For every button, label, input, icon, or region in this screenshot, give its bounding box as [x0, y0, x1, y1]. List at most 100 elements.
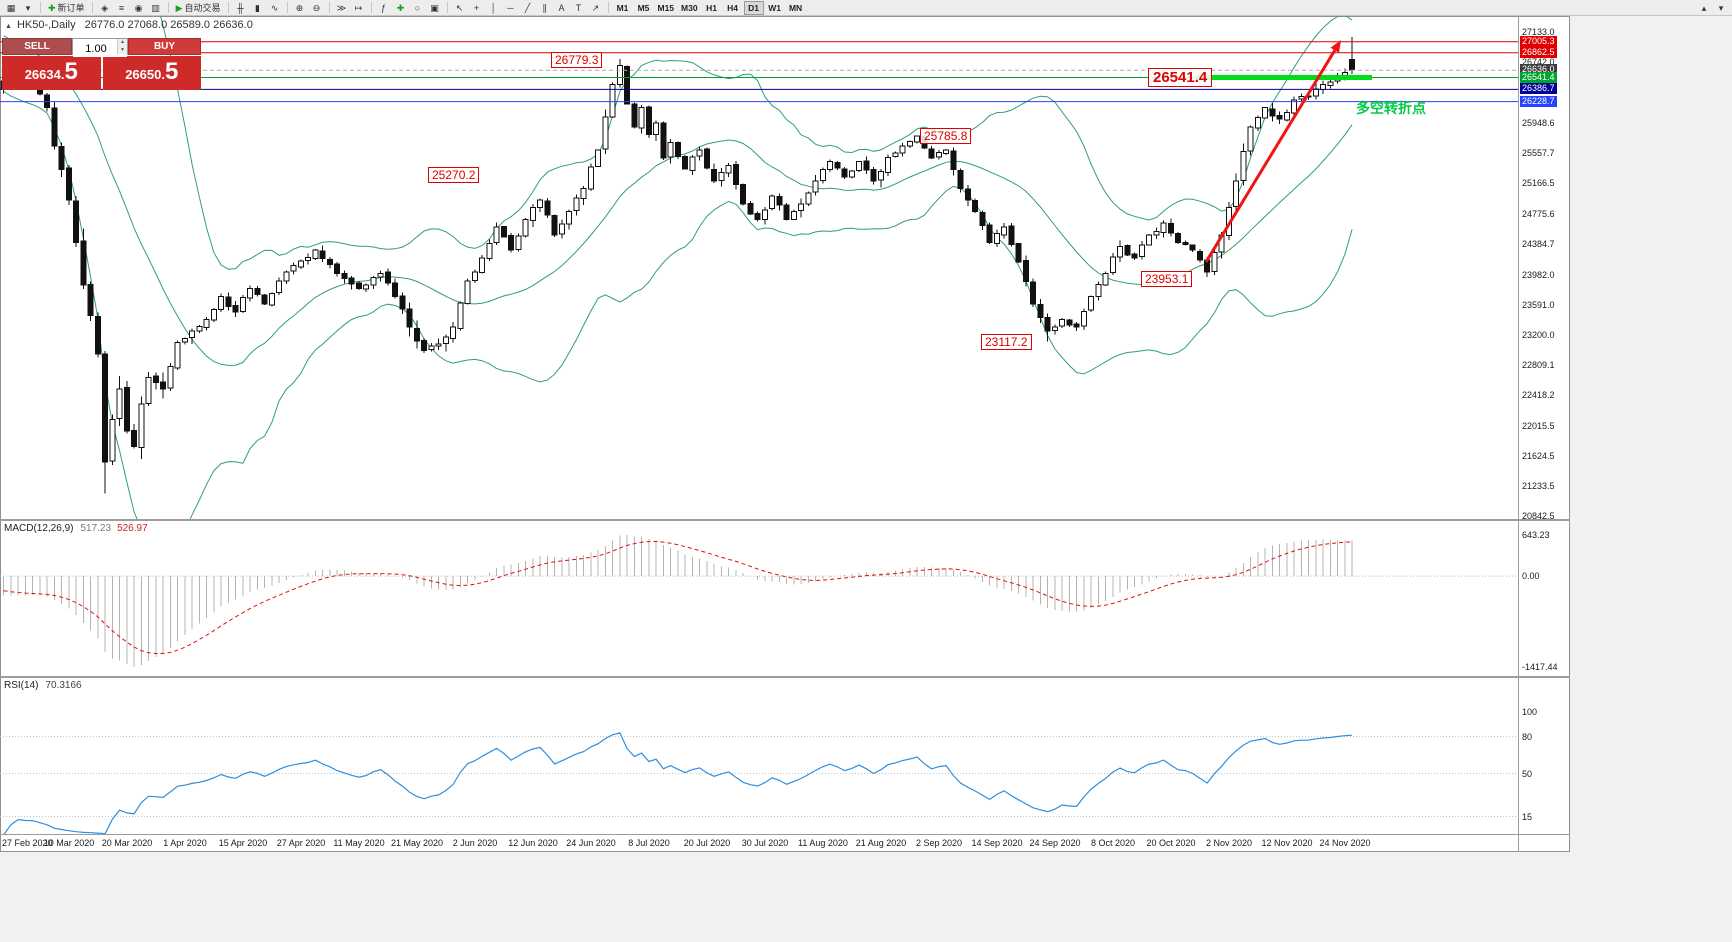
- macd-panel-canvas: [0, 534, 1518, 667]
- autotrade-button[interactable]: ▶ 自动交易: [173, 1, 224, 15]
- candle: [877, 169, 884, 188]
- new-chart-button[interactable]: ▦: [3, 1, 19, 15]
- candle: [827, 159, 834, 173]
- vertical-line-button[interactable]: │: [486, 1, 502, 15]
- sell-price-main: 26634.: [24, 67, 65, 82]
- price-annotation-label[interactable]: 26779.3: [551, 52, 603, 68]
- trend-arrow-line[interactable]: [1204, 49, 1337, 263]
- price-annotation-label[interactable]: 23953.1: [1141, 271, 1193, 287]
- add-indicator-button[interactable]: ✚: [393, 1, 409, 15]
- candle: [645, 105, 652, 139]
- candle: [1073, 322, 1080, 331]
- timeframe-m15-button[interactable]: M15: [655, 1, 678, 15]
- collapse-trade-panel-icon[interactable]: ▲: [5, 23, 12, 30]
- indicators-button[interactable]: ƒ: [376, 1, 392, 15]
- price-annotation-label[interactable]: 25785.8: [920, 128, 972, 144]
- cursor-button[interactable]: ↖: [452, 1, 468, 15]
- volume-decrease-button[interactable]: ▼: [118, 46, 127, 54]
- candle: [1008, 222, 1015, 247]
- candle: [1088, 295, 1095, 312]
- text-button[interactable]: A: [554, 1, 570, 15]
- candle: [1276, 111, 1283, 124]
- candle: [1080, 308, 1087, 330]
- buy-price-button[interactable]: 26650. 5: [102, 56, 201, 90]
- strategy-tester-button[interactable]: ▥: [148, 1, 164, 15]
- candle: [1247, 125, 1254, 156]
- text-label-button[interactable]: T: [571, 1, 587, 15]
- line-chart-icon: ∿: [270, 2, 279, 13]
- timeframe-w1-button[interactable]: W1: [765, 1, 785, 15]
- volume-increase-button[interactable]: ▲: [118, 39, 127, 47]
- price-axis-label: 24384.7: [1522, 239, 1555, 249]
- candle: [812, 174, 819, 196]
- candle: [1030, 278, 1037, 307]
- price-axis-label: 21233.5: [1522, 481, 1555, 491]
- auto-scroll-button[interactable]: ≫: [334, 1, 350, 15]
- candle: [1298, 93, 1305, 101]
- chart-shift-button[interactable]: ↦: [351, 1, 367, 15]
- channel-button[interactable]: ∥: [537, 1, 553, 15]
- arrows-button[interactable]: ↗: [588, 1, 604, 15]
- templates-button[interactable]: ▣: [427, 1, 443, 15]
- timeframe-m1-button[interactable]: M1: [613, 1, 633, 15]
- dock-down-button[interactable]: ▾: [1713, 1, 1729, 15]
- horizontal-line-button[interactable]: ─: [503, 1, 519, 15]
- sell-button[interactable]: SELL: [2, 38, 72, 55]
- trendline-button[interactable]: ╱: [520, 1, 536, 15]
- periods-button[interactable]: ○: [410, 1, 426, 15]
- candle: [363, 283, 370, 293]
- panel-separator[interactable]: [0, 519, 1570, 521]
- candle: [740, 183, 747, 206]
- zoom-out-button[interactable]: ⊖: [309, 1, 325, 15]
- candle: [508, 232, 515, 253]
- line-chart-button[interactable]: ∿: [267, 1, 283, 15]
- rsi-axis-label: 15: [1522, 812, 1533, 822]
- chart-profiles-button[interactable]: ▾: [20, 1, 36, 15]
- timeframe-m30-button[interactable]: M30: [678, 1, 701, 15]
- price-annotation-label[interactable]: 23117.2: [981, 334, 1032, 350]
- sell-price-button[interactable]: 26634. 5: [2, 56, 101, 90]
- bar-chart-button[interactable]: ╫: [233, 1, 249, 15]
- candle: [326, 256, 333, 269]
- macd-title: MACD(12,26,9): [4, 523, 74, 534]
- candle: [972, 198, 979, 214]
- price-axis-label: 23982.0: [1522, 270, 1555, 280]
- candle: [261, 293, 268, 305]
- volume-input[interactable]: [73, 41, 127, 57]
- data-window-button[interactable]: ◉: [131, 1, 147, 15]
- candlestick-chart-button[interactable]: ▮: [250, 1, 266, 15]
- candle: [819, 167, 826, 184]
- rsi-axis-label: 80: [1522, 732, 1533, 742]
- autotrade-icon: ▶: [175, 2, 183, 13]
- price-annotation-label[interactable]: 25270.2: [428, 167, 480, 183]
- timeframe-h1-button[interactable]: H1: [702, 1, 722, 15]
- market-watch-icon: ≡: [118, 2, 125, 13]
- timeframe-mn-button[interactable]: MN: [786, 1, 806, 15]
- market-watch-button[interactable]: ≡: [114, 1, 130, 15]
- candle: [203, 316, 210, 331]
- price-axis-tag: 26386.7: [1520, 83, 1557, 94]
- crosshair-button[interactable]: +: [469, 1, 485, 15]
- candle: [1022, 255, 1029, 287]
- candle: [1138, 241, 1145, 260]
- timeframe-d1-button[interactable]: D1: [743, 0, 764, 15]
- candle: [435, 338, 442, 350]
- navigator-button[interactable]: ◈: [97, 1, 113, 15]
- price-axis-tag: 26541.4: [1520, 72, 1557, 83]
- auto-scroll-icon: ≫: [336, 2, 347, 13]
- timeframe-m5-button[interactable]: M5: [634, 1, 654, 15]
- time-axis-label: 21 May 2020: [390, 838, 444, 848]
- panel-separator[interactable]: [0, 676, 1570, 678]
- zoom-in-button[interactable]: ⊕: [292, 1, 308, 15]
- candle: [312, 249, 319, 261]
- candle: [863, 156, 870, 175]
- timeframe-h4-button[interactable]: H4: [723, 1, 743, 15]
- dock-up-button[interactable]: ▴: [1696, 1, 1712, 15]
- candle: [566, 209, 573, 230]
- turning-point-note[interactable]: 多空转折点: [1356, 100, 1426, 116]
- candle: [210, 308, 217, 322]
- new-order-button[interactable]: ✚ 新订单: [45, 1, 88, 15]
- price-annotation-label[interactable]: 26541.4: [1148, 68, 1213, 87]
- buy-button[interactable]: BUY: [128, 38, 201, 55]
- candle: [392, 278, 399, 299]
